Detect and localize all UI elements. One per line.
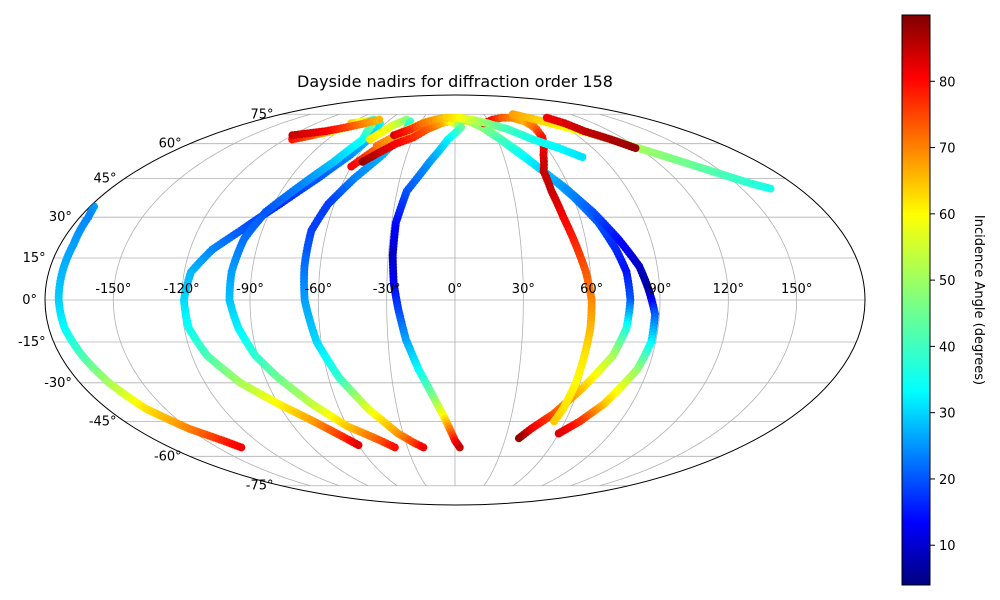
nadir-point bbox=[455, 443, 464, 452]
colorbar-tick-label: 50 bbox=[939, 274, 956, 289]
colorbar-tick-label: 80 bbox=[939, 75, 956, 90]
nadir-points bbox=[54, 110, 775, 452]
nadir-point bbox=[578, 153, 587, 162]
latitude-tick-label: 75° bbox=[250, 107, 273, 122]
nadir-point bbox=[550, 417, 559, 426]
longitude-tick-label: 60° bbox=[580, 282, 603, 297]
meridian-line bbox=[541, 113, 661, 487]
nadir-point bbox=[354, 441, 363, 450]
colorbar-tick-label: 40 bbox=[939, 340, 956, 355]
longitude-tick-label: 150° bbox=[781, 282, 812, 297]
latitude-tick-label: -30° bbox=[44, 376, 72, 391]
latitude-tick-label: 60° bbox=[159, 137, 182, 152]
latitude-tick-label: 30° bbox=[49, 210, 72, 225]
longitude-tick-label: -120° bbox=[164, 282, 200, 297]
nadir-point bbox=[766, 184, 775, 193]
latitude-tick-label: -75° bbox=[246, 479, 274, 494]
longitude-tick-label: -30° bbox=[373, 282, 401, 297]
meridian-line bbox=[599, 113, 798, 487]
latitude-tick-label: -60° bbox=[154, 449, 182, 464]
nadir-point bbox=[375, 115, 384, 124]
nadir-point bbox=[554, 429, 563, 438]
graticule bbox=[45, 113, 865, 487]
meridian-line bbox=[483, 114, 524, 486]
latitude-tick-label: -15° bbox=[18, 335, 46, 350]
colorbar-gradient bbox=[901, 14, 931, 586]
colorbar-tick-label: 60 bbox=[939, 208, 956, 223]
latitude-tick-label: -45° bbox=[89, 414, 117, 429]
longitude-tick-labels: -150° -120° -90° -60° -30° 0° 30° 60° 90° 120° 150… bbox=[95, 282, 812, 297]
map-boundary bbox=[44, 94, 866, 506]
longitude-tick-label: 120° bbox=[713, 282, 744, 297]
chart-title: Dayside nadirs for diffraction order 158 bbox=[297, 72, 613, 91]
colorbar-label: Incidence Angle (degrees) bbox=[971, 215, 986, 385]
nadir-point bbox=[631, 144, 640, 153]
longitude-tick-label: 0° bbox=[448, 282, 463, 297]
colorbar-tick-label: 70 bbox=[939, 142, 956, 157]
longitude-tick-label: -90° bbox=[236, 282, 264, 297]
longitude-tick-label: 30° bbox=[512, 282, 535, 297]
colorbar-tick-label: 30 bbox=[939, 407, 956, 422]
latitude-tick-label: 45° bbox=[94, 172, 117, 187]
meridian-line bbox=[249, 113, 369, 487]
colorbar-ticks: 10 20 30 40 50 60 70 80 bbox=[930, 75, 956, 554]
colorbar-tick-label: 20 bbox=[939, 473, 956, 488]
longitude-tick-label: -150° bbox=[95, 282, 131, 297]
nadir-point bbox=[419, 443, 428, 452]
meridian-line bbox=[570, 113, 729, 487]
latitude-tick-label: 15° bbox=[23, 251, 46, 266]
nadir-point bbox=[390, 443, 399, 452]
longitude-tick-label: -60° bbox=[304, 282, 332, 297]
nadir-point bbox=[237, 443, 246, 452]
colorbar-tick-label: 10 bbox=[939, 539, 956, 554]
longitude-tick-label: 90° bbox=[648, 282, 671, 297]
latitude-tick-labels: 75° 60° 45° 30° 15° 0° -15° -30° -45° -60° -75° bbox=[18, 107, 274, 493]
colorbar: 10 20 30 40 50 60 70 80 Incidence Angle (degree… bbox=[901, 14, 986, 586]
latitude-tick-label: 0° bbox=[22, 293, 37, 308]
nadir-point bbox=[514, 434, 523, 443]
